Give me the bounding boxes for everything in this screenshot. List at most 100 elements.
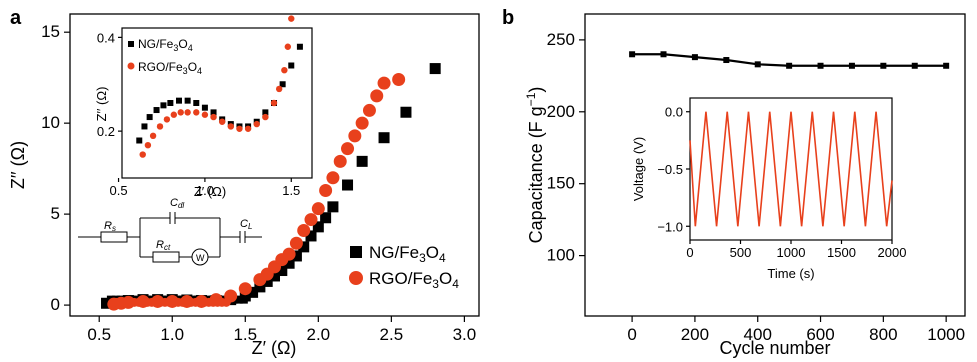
- chart-b-inset-frame: [689, 97, 893, 241]
- inset-rgo-point: [262, 113, 269, 121]
- inset-ng-point: [288, 62, 295, 69]
- ng-point: [239, 295, 248, 304]
- inset-ng-point: [136, 137, 143, 144]
- inset-rgo-point: [218, 118, 226, 125]
- chart-b-inset-series: [689, 111, 893, 227]
- rgo-point: [370, 89, 384, 103]
- chart-a-inset-xlabel: Z′ (Ω): [194, 184, 226, 199]
- capacitance-point: [817, 62, 824, 69]
- circuit-rs-resistor: [100, 231, 128, 243]
- ng-point: [305, 230, 317, 242]
- chart-a-xtick-label: 1.5: [233, 325, 257, 344]
- chart-a-inset-ylabel: Z′′ (Ω): [94, 87, 109, 122]
- chart-b-ytick-label: 100: [547, 246, 575, 265]
- rgo-point: [289, 236, 303, 250]
- chart-b-inset-xtick-label: 1000: [777, 245, 806, 260]
- chart-a-inset-xtick-label: 1.0: [196, 183, 214, 198]
- chart-a-inset-xtick-label: 1.5: [282, 183, 300, 198]
- rgo-point: [238, 282, 252, 296]
- inset-rgo-point: [281, 66, 288, 74]
- inset-rgo-point: [253, 120, 260, 128]
- chart-b-series: [629, 51, 950, 69]
- ng-point: [312, 221, 324, 233]
- inset-rgo-point: [284, 43, 292, 50]
- ng-point: [378, 132, 390, 144]
- rgo-point: [282, 247, 296, 261]
- capacitance-point: [754, 61, 761, 68]
- circuit-labels: Rs Cdl CL Rct W: [104, 197, 252, 263]
- chart-b-xtick-label: 200: [681, 325, 709, 344]
- capacitance-point: [848, 62, 855, 69]
- rgo-point: [355, 116, 369, 130]
- inset-ng-point: [193, 100, 200, 106]
- chart-b-ytick-label: 250: [547, 30, 575, 49]
- circuit-label-cl: CL: [240, 218, 252, 231]
- chart-a-inset-series-rgo: [139, 15, 295, 158]
- inset-rgo-point: [149, 132, 157, 140]
- chart-a-xtick-label: 2.5: [380, 325, 404, 344]
- rgo-point: [392, 72, 406, 86]
- chart-b-inset-ytick-label: −0.5: [657, 162, 683, 177]
- inset-rgo-point: [288, 15, 295, 22]
- inset-rgo-point: [144, 141, 152, 149]
- ng-point: [269, 270, 280, 282]
- rgo-point: [311, 202, 325, 216]
- chart-b-inset-ytick-label: 0.0: [665, 105, 683, 120]
- panel-b-label: b: [502, 7, 514, 29]
- ng-point: [429, 63, 441, 75]
- rgo-point: [319, 183, 333, 197]
- rgo-point: [326, 171, 340, 185]
- inset-rgo-point: [244, 125, 252, 132]
- chart-a-series-rgo: [107, 72, 406, 311]
- chart-a-inset-frame: [121, 27, 313, 179]
- ng-point: [261, 275, 273, 287]
- inset-rgo-point: [184, 109, 191, 116]
- chart-b-axes: 0 200 400 600 800 1000 100 150 200 250: [547, 30, 965, 344]
- chart-b-ytick-label: 200: [547, 102, 575, 121]
- ng-point: [254, 281, 266, 293]
- capacitance-point: [723, 57, 730, 64]
- inset-rgo-point: [193, 109, 200, 116]
- circuit-label-w: W: [196, 253, 205, 263]
- rgo-point: [348, 129, 362, 143]
- inset-ng-point: [262, 109, 269, 116]
- inset-rgo-point: [210, 113, 217, 121]
- chart-a-ytick-label: 0: [51, 295, 60, 314]
- capacitance-point: [691, 54, 698, 61]
- chart-a-xtick-label: 0.5: [87, 325, 111, 344]
- inset-rgo-point: [270, 99, 278, 107]
- chart-b-inset-xtick-label: 2000: [878, 245, 907, 260]
- inset-ng-point: [146, 114, 153, 121]
- chart-b-inset-xtick-label: 500: [730, 245, 752, 260]
- inset-legend-ng-label: NG/Fe3O4: [138, 37, 193, 53]
- inset-rgo-point: [236, 125, 243, 132]
- circuit-label-rct: Rct: [156, 239, 171, 252]
- inset-legend-rgo-label: RGO/Fe3O4: [138, 60, 202, 76]
- capacitance-point: [660, 51, 667, 58]
- chart-a-inset-ytick-label: 0.4: [97, 30, 115, 45]
- legend-ng-marker: [350, 246, 362, 258]
- ng-point: [101, 297, 113, 309]
- chart-a-xtick-label: 2.0: [307, 325, 331, 344]
- rgo-point: [297, 223, 311, 237]
- circuit-rct-resistor: [152, 251, 180, 263]
- capacitance-point: [786, 62, 793, 69]
- equivalent-circuit-diagram: [78, 212, 262, 266]
- chart-a-axes: 0.5 1.0 1.5 2.0 2.5 3.0 0 5 10 15: [41, 22, 476, 344]
- chart-a-inset-xtick-label: 0.5: [110, 183, 128, 198]
- chart-b-inset-xtick-label: 0: [686, 245, 693, 260]
- voltage-line: [689, 111, 893, 227]
- chart-b-xlabel: Cycle number: [719, 338, 830, 358]
- rgo-point: [304, 213, 318, 227]
- chart-a-xtick-label: 1.0: [160, 325, 184, 344]
- inset-rgo-point: [177, 109, 184, 116]
- inset-rgo-point: [163, 116, 171, 123]
- inset-ng-point: [201, 104, 208, 111]
- ng-point: [247, 286, 259, 298]
- chart-b-xtick-label: 800: [869, 325, 897, 344]
- chart-a-inset-ytick-label: 0.2: [97, 124, 115, 139]
- inset-legend-ng-marker: [128, 41, 134, 47]
- chart-b-xtick-label: 0: [627, 325, 636, 344]
- chart-b-xtick-label: 600: [806, 325, 834, 344]
- chart-b: 0 200 400 600 800 1000 100 150 200 250 Cycle numb…: [524, 13, 966, 358]
